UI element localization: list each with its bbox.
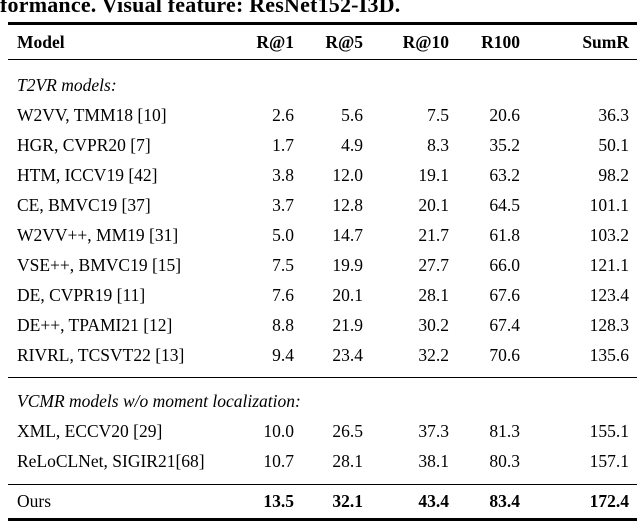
table-row: W2VV++, MM19 [31] 5.0 14.7 21.7 61.8 103.2: [8, 220, 637, 250]
column-header-r10: R@10: [402, 31, 449, 52]
table-body: T2VR models: W2VV, TMM18 [10] 2.6 5.6 7.5 20.…: [8, 60, 637, 520]
value-cell: 64.5: [489, 194, 520, 215]
table-caption-fragment: formance. Visual feature: ResNet152-I3D.: [0, 0, 401, 17]
value-cell: 7.5: [272, 254, 294, 275]
model-cell: DE++, TPAMI21 [12]: [17, 314, 173, 335]
model-cell: ReLoCLNet, SIGIR21[68]: [17, 450, 205, 471]
value-cell: 5.6: [341, 104, 363, 125]
value-cell: 66.0: [489, 254, 520, 275]
results-table: Model R@1 R@5 R@10 R100 SumR T2VR models…: [8, 22, 637, 521]
value-cell: 10.7: [263, 450, 294, 471]
column-header-model: Model: [17, 31, 65, 52]
column-header-r5: R@5: [325, 31, 363, 52]
model-cell: HTM, ICCV19 [42]: [17, 164, 158, 185]
value-cell: 27.7: [418, 254, 449, 275]
model-cell: Ours: [17, 491, 52, 511]
value-cell: 36.3: [598, 104, 629, 125]
value-cell: 19.9: [332, 254, 363, 275]
ours-row: Ours 13.5 32.1 43.4 83.4 172.4: [8, 485, 637, 520]
value-cell: 8.3: [427, 134, 449, 155]
value-cell: 21.7: [418, 224, 449, 245]
value-cell: 135.6: [589, 344, 629, 365]
model-cell: XML, ECCV20 [29]: [17, 420, 163, 441]
value-cell: 81.3: [489, 420, 520, 441]
value-cell: 80.3: [489, 450, 520, 471]
value-cell: 20.6: [489, 104, 520, 125]
value-cell: 70.6: [489, 344, 520, 365]
table-row: W2VV, TMM18 [10] 2.6 5.6 7.5 20.6 36.3: [8, 100, 637, 130]
table-row: DE++, TPAMI21 [12] 8.8 21.9 30.2 67.4 128.3: [8, 310, 637, 340]
value-cell: 172.4: [589, 491, 629, 511]
header-row: Model R@1 R@5 R@10 R100 SumR: [8, 24, 637, 60]
column-header-r100: R100: [481, 31, 520, 52]
value-cell: 14.7: [332, 224, 363, 245]
value-cell: 20.1: [332, 284, 363, 305]
value-cell: 38.1: [418, 450, 449, 471]
value-cell: 67.6: [489, 284, 520, 305]
table-row: VSE++, BMVC19 [15] 7.5 19.9 27.7 66.0 121.1: [8, 250, 637, 280]
model-cell: VSE++, BMVC19 [15]: [17, 254, 182, 275]
value-cell: 101.1: [589, 194, 629, 215]
value-cell: 12.0: [332, 164, 363, 185]
value-cell: 23.4: [332, 344, 363, 365]
section-heading-row: T2VR models:: [8, 60, 637, 101]
section-heading: T2VR models:: [17, 74, 117, 95]
value-cell: 13.5: [263, 491, 294, 511]
value-cell: 10.0: [263, 420, 294, 441]
value-cell: 98.2: [598, 164, 629, 185]
model-cell: CE, BMVC19 [37]: [17, 194, 151, 215]
value-cell: 32.1: [332, 491, 363, 511]
value-cell: 5.0: [272, 224, 294, 245]
column-header-r1: R@1: [256, 31, 294, 52]
value-cell: 1.7: [272, 134, 294, 155]
value-cell: 123.4: [589, 284, 629, 305]
value-cell: 61.8: [489, 224, 520, 245]
value-cell: 21.9: [332, 314, 363, 335]
value-cell: 83.4: [489, 491, 520, 511]
table-row: CE, BMVC19 [37] 3.7 12.8 20.1 64.5 101.1: [8, 190, 637, 220]
table-row: XML, ECCV20 [29] 10.0 26.5 37.3 81.3 155.1: [8, 416, 637, 446]
value-cell: 4.9: [341, 134, 363, 155]
value-cell: 3.7: [272, 194, 294, 215]
column-header-sumr: SumR: [582, 31, 629, 52]
model-cell: HGR, CVPR20 [7]: [17, 134, 151, 155]
value-cell: 63.2: [489, 164, 520, 185]
value-cell: 35.2: [489, 134, 520, 155]
model-cell: DE, CVPR19 [11]: [17, 284, 146, 305]
value-cell: 43.4: [418, 491, 449, 511]
value-cell: 9.4: [272, 344, 294, 365]
value-cell: 28.1: [418, 284, 449, 305]
table-row: RIVRL, TCSVT22 [13] 9.4 23.4 32.2 70.6 135.6: [8, 340, 637, 378]
value-cell: 2.6: [272, 104, 294, 125]
value-cell: 26.5: [332, 420, 363, 441]
table-row: ReLoCLNet, SIGIR21[68] 10.7 28.1 38.1 80.3 15…: [8, 446, 637, 485]
value-cell: 20.1: [418, 194, 449, 215]
value-cell: 30.2: [418, 314, 449, 335]
value-cell: 8.8: [272, 314, 294, 335]
value-cell: 7.5: [427, 104, 449, 125]
value-cell: 67.4: [489, 314, 520, 335]
table-row: DE, CVPR19 [11] 7.6 20.1 28.1 67.6 123.4: [8, 280, 637, 310]
table-row: HGR, CVPR20 [7] 1.7 4.9 8.3 35.2 50.1: [8, 130, 637, 160]
value-cell: 7.6: [272, 284, 294, 305]
value-cell: 19.1: [418, 164, 449, 185]
table-row: HTM, ICCV19 [42] 3.8 12.0 19.1 63.2 98.2: [8, 160, 637, 190]
model-cell: W2VV, TMM18 [10]: [17, 104, 167, 125]
section-heading-row: VCMR models w/o moment localization:: [8, 378, 637, 417]
value-cell: 50.1: [598, 134, 629, 155]
value-cell: 121.1: [589, 254, 629, 275]
value-cell: 3.8: [272, 164, 294, 185]
model-cell: RIVRL, TCSVT22 [13]: [17, 344, 185, 365]
value-cell: 128.3: [589, 314, 629, 335]
value-cell: 32.2: [418, 344, 449, 365]
section-heading: VCMR models w/o moment localization:: [17, 390, 301, 411]
value-cell: 28.1: [332, 450, 363, 471]
value-cell: 12.8: [332, 194, 363, 215]
value-cell: 157.1: [589, 450, 629, 471]
model-cell: W2VV++, MM19 [31]: [17, 224, 179, 245]
value-cell: 103.2: [589, 224, 629, 245]
value-cell: 155.1: [589, 420, 629, 441]
value-cell: 37.3: [418, 420, 449, 441]
